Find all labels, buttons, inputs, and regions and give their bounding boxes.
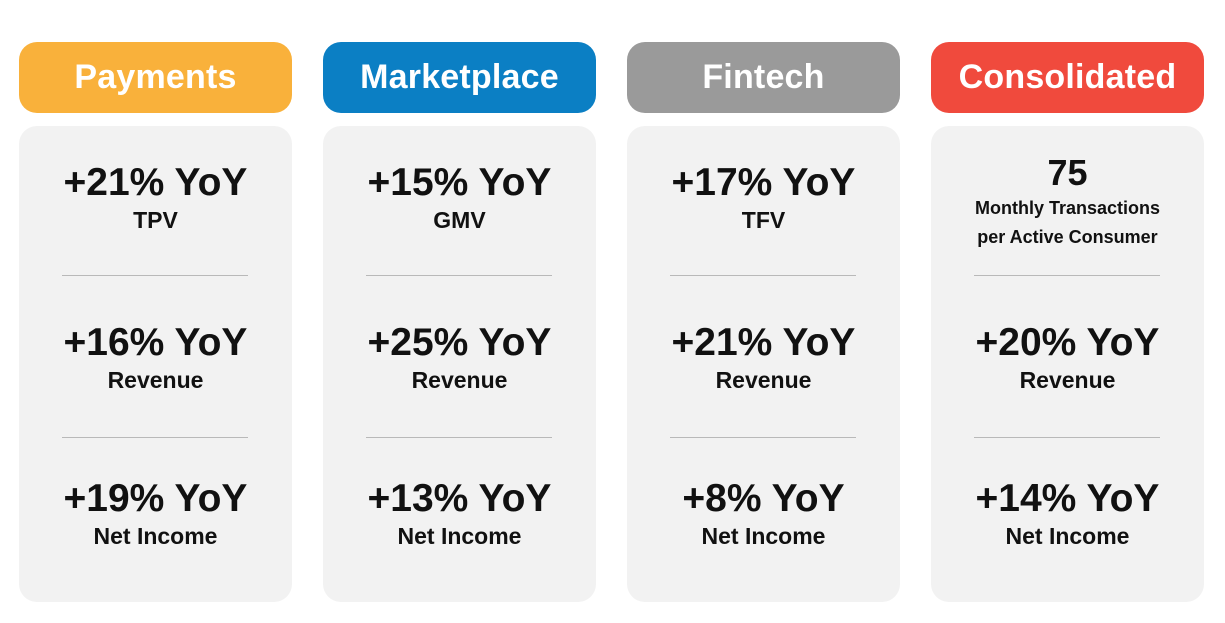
metric-value: +14% YoY: [975, 477, 1160, 520]
metric-label-line1: Monthly Transactions: [974, 198, 1161, 218]
segment-grid: Payments +21% YoY TPV +16% YoY Revenue +…: [19, 42, 1204, 602]
marketplace-header: Marketplace: [323, 42, 596, 113]
fintech-net-income-metric: +8% YoY Net Income: [627, 476, 900, 550]
metric-label: Revenue: [107, 367, 204, 393]
marketplace-revenue-metric: +25% YoY Revenue: [323, 320, 596, 394]
metric-label: Net Income: [397, 523, 522, 549]
metric-label: GMV: [433, 207, 486, 233]
metric-value: 75: [1047, 152, 1088, 193]
divider: [974, 437, 1160, 438]
payments-column: Payments +21% YoY TPV +16% YoY Revenue +…: [19, 42, 292, 602]
marketplace-net-income-metric: +13% YoY Net Income: [323, 476, 596, 550]
metric-label: Net Income: [93, 523, 218, 549]
marketplace-gmv-metric: +15% YoY GMV: [323, 160, 596, 234]
fintech-revenue-metric: +21% YoY Revenue: [627, 320, 900, 394]
divider: [366, 275, 552, 276]
consolidated-transactions-metric: 75 Monthly Transactions per Active Consu…: [931, 152, 1204, 252]
marketplace-column: Marketplace +15% YoY GMV +25% YoY Revenu…: [323, 42, 596, 602]
metric-value: +20% YoY: [975, 321, 1160, 364]
metric-value: +21% YoY: [671, 321, 856, 364]
payments-header: Payments: [19, 42, 292, 113]
fintech-tfv-metric: +17% YoY TFV: [627, 160, 900, 234]
consolidated-net-income-metric: +14% YoY Net Income: [931, 476, 1204, 550]
payments-net-income-metric: +19% YoY Net Income: [19, 476, 292, 550]
divider: [974, 275, 1160, 276]
consolidated-revenue-metric: +20% YoY Revenue: [931, 320, 1204, 394]
divider: [670, 275, 856, 276]
metric-label: Revenue: [1019, 367, 1116, 393]
consolidated-header: Consolidated: [931, 42, 1204, 113]
metric-label-line2: per Active Consumer: [977, 227, 1158, 247]
metric-value: +17% YoY: [671, 161, 856, 204]
consolidated-column: Consolidated 75 Monthly Transactions per…: [931, 42, 1204, 602]
metric-value: +16% YoY: [63, 321, 248, 364]
divider: [62, 437, 248, 438]
marketplace-card: +15% YoY GMV +25% YoY Revenue +13% YoY N…: [323, 126, 596, 602]
payments-card: +21% YoY TPV +16% YoY Revenue +19% YoY N…: [19, 126, 292, 602]
metric-label: TPV: [133, 207, 178, 233]
divider: [670, 437, 856, 438]
metric-value: +13% YoY: [367, 477, 552, 520]
payments-tpv-metric: +21% YoY TPV: [19, 160, 292, 234]
metric-label: Net Income: [701, 523, 826, 549]
divider: [366, 437, 552, 438]
fintech-column: Fintech +17% YoY TFV +21% YoY Revenue +8…: [627, 42, 900, 602]
metric-label: Revenue: [411, 367, 508, 393]
metric-label: Net Income: [1005, 523, 1130, 549]
metric-value: +19% YoY: [63, 477, 248, 520]
metric-value: +8% YoY: [682, 477, 845, 520]
metric-value: +21% YoY: [63, 161, 248, 204]
fintech-header: Fintech: [627, 42, 900, 113]
metric-value: +15% YoY: [367, 161, 552, 204]
payments-revenue-metric: +16% YoY Revenue: [19, 320, 292, 394]
metric-value: +25% YoY: [367, 321, 552, 364]
metric-label: Revenue: [715, 367, 812, 393]
metric-label: TFV: [741, 207, 786, 233]
consolidated-card: 75 Monthly Transactions per Active Consu…: [931, 126, 1204, 602]
fintech-card: +17% YoY TFV +21% YoY Revenue +8% YoY Ne…: [627, 126, 900, 602]
divider: [62, 275, 248, 276]
